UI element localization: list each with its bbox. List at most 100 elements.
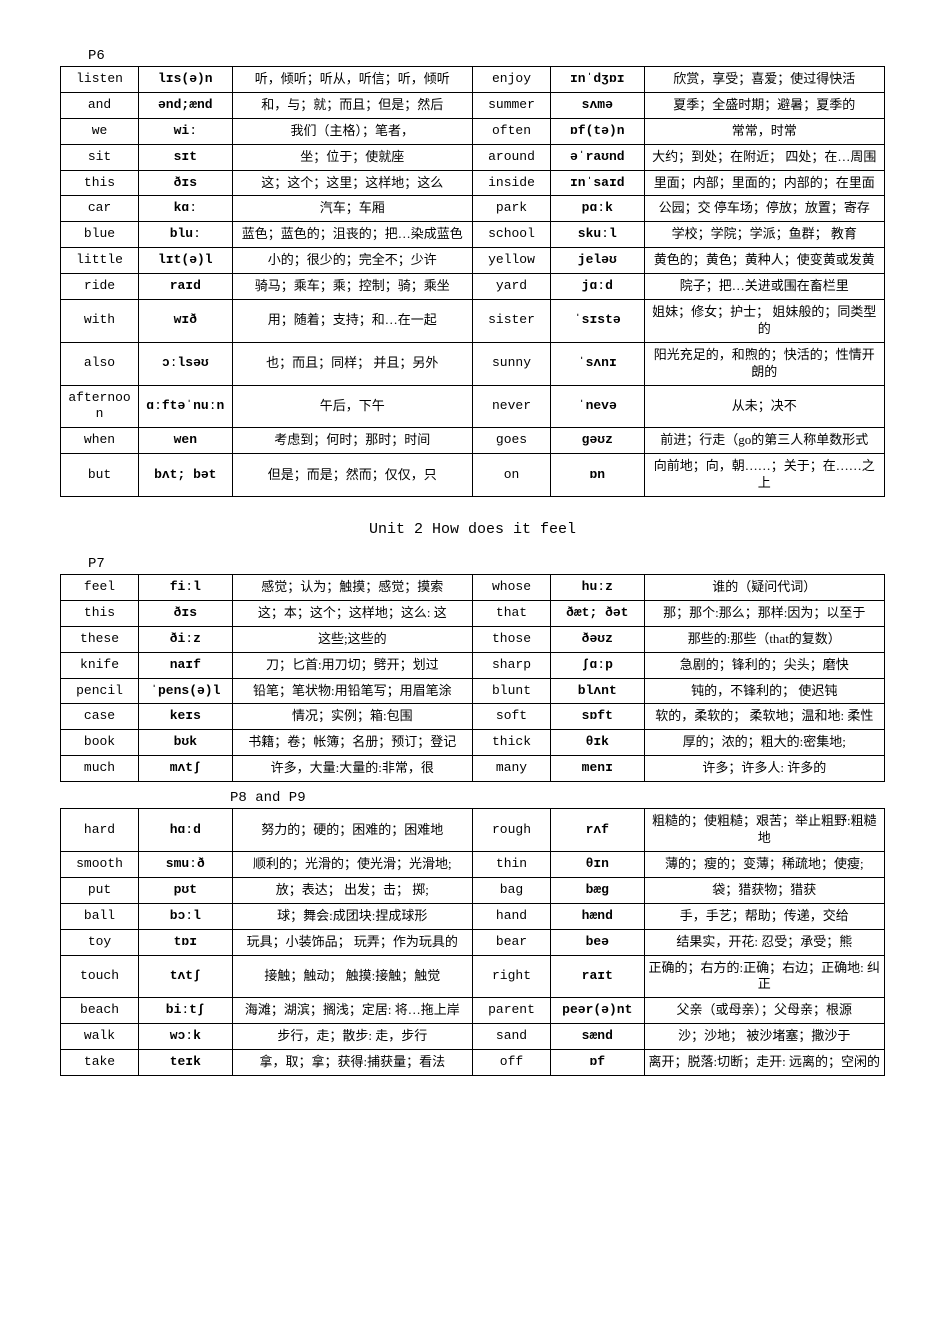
definition-cell: 正确的；右方的:正确；右边；正确地: 纠正 xyxy=(644,955,884,998)
word-cell: toy xyxy=(61,929,139,955)
word-cell: blunt xyxy=(472,678,550,704)
table-row: afternoonɑːftəˈnuːn午后，下午neverˈnevə从未；决不 xyxy=(61,385,885,428)
definition-cell: 这；本；这个；这样地；这么: 这 xyxy=(232,600,472,626)
ipa-cell: bɔːl xyxy=(139,903,233,929)
definition-cell: 骑马；乘车；乘；控制；骑；乘坐 xyxy=(232,274,472,300)
definition-cell: 粗糙的；使粗糙；艰苦；举止粗野:粗糙地 xyxy=(644,809,884,852)
ipa-cell: θɪn xyxy=(551,851,645,877)
definition-cell: 大约；到处；在附近； 四处；在…周围 xyxy=(644,144,884,170)
definition-cell: 常常，时常 xyxy=(644,118,884,144)
definition-cell: 黄色的；黄色；黄种人；使变黄或发黄 xyxy=(644,248,884,274)
definition-cell: 夏季；全盛时期；避暑；夏季的 xyxy=(644,92,884,118)
definition-cell: 这；这个；这里；这样地；这么 xyxy=(232,170,472,196)
table-row: feelfiːl感觉；认为；触摸；感觉；摸索whosehuːz谁的（疑问代词） xyxy=(61,575,885,601)
page-label-p7: P7 xyxy=(88,556,885,572)
word-cell: pencil xyxy=(61,678,139,704)
ipa-cell: ˈnevə xyxy=(551,385,645,428)
ipa-cell: ðəʊz xyxy=(551,626,645,652)
ipa-cell: lɪs(ə)n xyxy=(139,67,233,93)
definition-cell: 刀；匕首:用刀切；劈开；划过 xyxy=(232,652,472,678)
word-cell: hard xyxy=(61,809,139,852)
word-cell: these xyxy=(61,626,139,652)
word-cell: inside xyxy=(472,170,550,196)
ipa-cell: ɪnˈsaɪd xyxy=(551,170,645,196)
definition-cell: 公园；交 停车场；停放；放置；寄存 xyxy=(644,196,884,222)
definition-cell: 许多；许多人: 许多的 xyxy=(644,756,884,782)
table-row: withwɪð用；随着；支持；和…在一起sisterˈsɪstə姐妹；修女；护士… xyxy=(61,300,885,343)
word-cell: around xyxy=(472,144,550,170)
word-cell: take xyxy=(61,1050,139,1076)
word-cell: off xyxy=(472,1050,550,1076)
ipa-cell: hɑːd xyxy=(139,809,233,852)
ipa-cell: ɑːftəˈnuːn xyxy=(139,385,233,428)
ipa-cell: smuːð xyxy=(139,851,233,877)
definition-cell: 从未；决不 xyxy=(644,385,884,428)
ipa-cell: peər(ə)nt xyxy=(551,998,645,1024)
unit-title: Unit 2 How does it feel xyxy=(60,521,885,538)
table-row: whenwen考虑到；何时；那时；时间goesgəʊz前进；行走（go的第三人称… xyxy=(61,428,885,454)
word-cell: thick xyxy=(472,730,550,756)
word-cell: that xyxy=(472,600,550,626)
ipa-cell: rʌf xyxy=(551,809,645,852)
definition-cell: 薄的；瘦的；变薄；稀疏地；使瘦; xyxy=(644,851,884,877)
definition-cell: 这些;这些的 xyxy=(232,626,472,652)
word-cell: bear xyxy=(472,929,550,955)
definition-cell: 那；那个:那么；那样:因为；以至于 xyxy=(644,600,884,626)
ipa-cell: sʌmə xyxy=(551,92,645,118)
table-row: walkwɔːk步行，走；散步: 走，步行sandsænd沙；沙地； 被沙堵塞；… xyxy=(61,1024,885,1050)
page-label-p8p9: P8 and P9 xyxy=(230,790,885,806)
word-cell: bag xyxy=(472,877,550,903)
table-row: ballbɔːl球；舞会:成团块:捏成球形handhænd手，手艺；帮助；传递，… xyxy=(61,903,885,929)
table-row: littlelɪt(ə)l小的；很少的；完全不；少许yellowjeləʊ黄色的… xyxy=(61,248,885,274)
definition-cell: 玩具；小装饰品； 玩弄；作为玩具的 xyxy=(232,929,472,955)
ipa-cell: beə xyxy=(551,929,645,955)
definition-cell: 球；舞会:成团块:捏成球形 xyxy=(232,903,472,929)
ipa-cell: raɪd xyxy=(139,274,233,300)
word-cell: yellow xyxy=(472,248,550,274)
table-row: sitsɪt坐；位于；使就座aroundəˈraʊnd大约；到处；在附近； 四处… xyxy=(61,144,885,170)
word-cell: beach xyxy=(61,998,139,1024)
ipa-cell: sænd xyxy=(551,1024,645,1050)
word-cell: yard xyxy=(472,274,550,300)
ipa-cell: sɪt xyxy=(139,144,233,170)
definition-cell: 向前地；向，朝……；关于；在……之上 xyxy=(644,454,884,497)
ipa-cell: ənd;ænd xyxy=(139,92,233,118)
definition-cell: 阳光充足的，和煦的；快活的；性情开朗的 xyxy=(644,342,884,385)
table-row: butbʌt; bət但是；而是；然而；仅仅，只onɒn向前地；向，朝……；关于… xyxy=(61,454,885,497)
ipa-cell: pɑːk xyxy=(551,196,645,222)
ipa-cell: sɒft xyxy=(551,704,645,730)
table-row: toytɒɪ玩具；小装饰品； 玩弄；作为玩具的bearbeə结果实，开花: 忍受… xyxy=(61,929,885,955)
table-row: thisðɪs这；本；这个；这样地；这么: 这thatðæt; ðət那；那个:… xyxy=(61,600,885,626)
ipa-cell: bʌt; bət xyxy=(139,454,233,497)
ipa-cell: teɪk xyxy=(139,1050,233,1076)
ipa-cell: bluː xyxy=(139,222,233,248)
definition-cell: 但是；而是；然而；仅仅，只 xyxy=(232,454,472,497)
definition-cell: 步行，走；散步: 走，步行 xyxy=(232,1024,472,1050)
word-cell: those xyxy=(472,626,550,652)
word-cell: listen xyxy=(61,67,139,93)
ipa-cell: biːtʃ xyxy=(139,998,233,1024)
ipa-cell: θɪk xyxy=(551,730,645,756)
definition-cell: 感觉；认为；触摸；感觉；摸索 xyxy=(232,575,472,601)
table-row: bookbʊk书籍；卷；帐簿；名册；预订；登记thickθɪk厚的；浓的；粗大的… xyxy=(61,730,885,756)
definition-cell: 顺利的；光滑的；使光滑；光滑地; xyxy=(232,851,472,877)
definition-cell: 袋；猎获物；猎获 xyxy=(644,877,884,903)
table-row: thisðɪs这；这个；这里；这样地；这么insideɪnˈsaɪd里面；内部；… xyxy=(61,170,885,196)
word-cell: also xyxy=(61,342,139,385)
word-cell: right xyxy=(472,955,550,998)
word-cell: sand xyxy=(472,1024,550,1050)
definition-cell: 小的；很少的；完全不；少许 xyxy=(232,248,472,274)
definition-cell: 欣赏，享受；喜爱；使过得快活 xyxy=(644,67,884,93)
definition-cell: 钝的，不锋利的； 使迟钝 xyxy=(644,678,884,704)
word-cell: often xyxy=(472,118,550,144)
word-cell: this xyxy=(61,600,139,626)
definition-cell: 前进；行走（go的第三人称单数形式 xyxy=(644,428,884,454)
word-cell: never xyxy=(472,385,550,428)
ipa-cell: huːz xyxy=(551,575,645,601)
ipa-cell: ˈsɪstə xyxy=(551,300,645,343)
table-row: pencilˈpens(ə)l铅笔；笔状物:用铅笔写；用眉笔涂bluntblʌn… xyxy=(61,678,885,704)
ipa-cell: ɔːlsəʊ xyxy=(139,342,233,385)
word-cell: sharp xyxy=(472,652,550,678)
ipa-cell: raɪt xyxy=(551,955,645,998)
word-cell: and xyxy=(61,92,139,118)
